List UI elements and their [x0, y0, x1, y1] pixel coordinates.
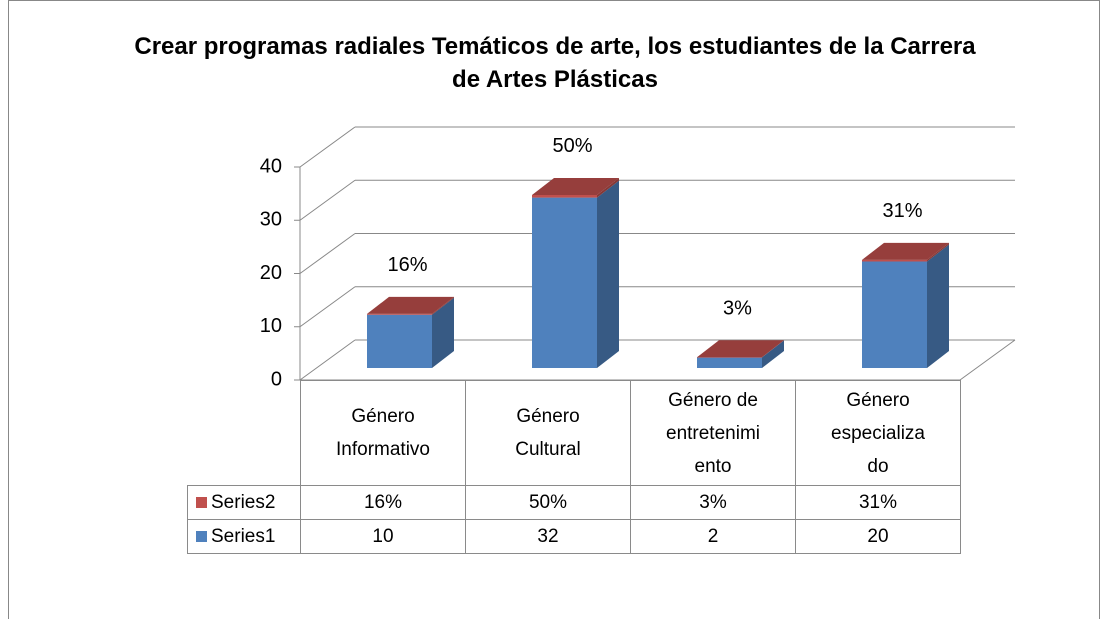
category-cell: Género Informativo — [300, 380, 466, 486]
y-tick-label: 0 — [271, 368, 282, 390]
bar — [367, 314, 432, 368]
bar — [532, 194, 597, 198]
bar-side — [927, 244, 949, 368]
bar-side — [597, 177, 619, 198]
bar — [862, 261, 927, 368]
table-value: 20 — [795, 519, 961, 554]
bar — [697, 357, 762, 368]
bar — [862, 259, 927, 262]
bar — [532, 197, 597, 368]
data-label: 16% — [387, 254, 427, 276]
y-tick-label: 10 — [260, 315, 282, 337]
grid-line-side — [299, 126, 356, 168]
grid-line-side — [299, 179, 356, 221]
table-value: 32 — [465, 519, 631, 554]
data-label: 3% — [723, 297, 752, 319]
legend-cell: Series2 — [187, 485, 301, 520]
bar-top — [367, 296, 454, 314]
grid-line-side — [299, 233, 356, 274]
chart-title: Crear programas radiales Temáticos de ar… — [134, 33, 976, 93]
bar-side — [432, 296, 454, 315]
y-tick-label: 40 — [260, 155, 282, 177]
category-cell: Género Cultural — [465, 380, 631, 486]
data-label: 31% — [882, 200, 922, 222]
grid-line-side — [299, 286, 356, 328]
y-tick-label: 20 — [260, 262, 282, 284]
bar-side — [762, 340, 784, 368]
table-value: 10 — [300, 519, 466, 554]
bar-side — [597, 180, 619, 368]
bar-side — [762, 340, 784, 358]
data-label: 50% — [552, 135, 592, 157]
legend-swatch — [196, 531, 207, 542]
legend-label: Series2 — [211, 491, 276, 513]
legend-cell: Series1 — [187, 519, 301, 554]
bar-side — [432, 297, 454, 368]
category-cell: Género especializado — [795, 380, 961, 486]
chart-frame — [8, 0, 1100, 619]
bar — [697, 357, 762, 358]
table-value: 50% — [465, 485, 631, 520]
bar-top — [532, 177, 619, 195]
table-value: 31% — [795, 485, 961, 520]
floor-edge — [959, 339, 1016, 381]
y-tick-label: 30 — [260, 209, 282, 231]
bar-top — [697, 340, 784, 358]
grid-line-side — [299, 339, 356, 381]
table-value: 16% — [300, 485, 466, 520]
legend-label: Series1 — [211, 525, 276, 547]
legend-swatch — [196, 497, 207, 508]
category-cell: Género de entretenimiento — [630, 380, 796, 486]
bar — [367, 313, 432, 315]
table-value: 2 — [630, 519, 796, 554]
bar-side — [927, 242, 949, 262]
table-value: 3% — [630, 485, 796, 520]
bar-top — [862, 242, 949, 260]
